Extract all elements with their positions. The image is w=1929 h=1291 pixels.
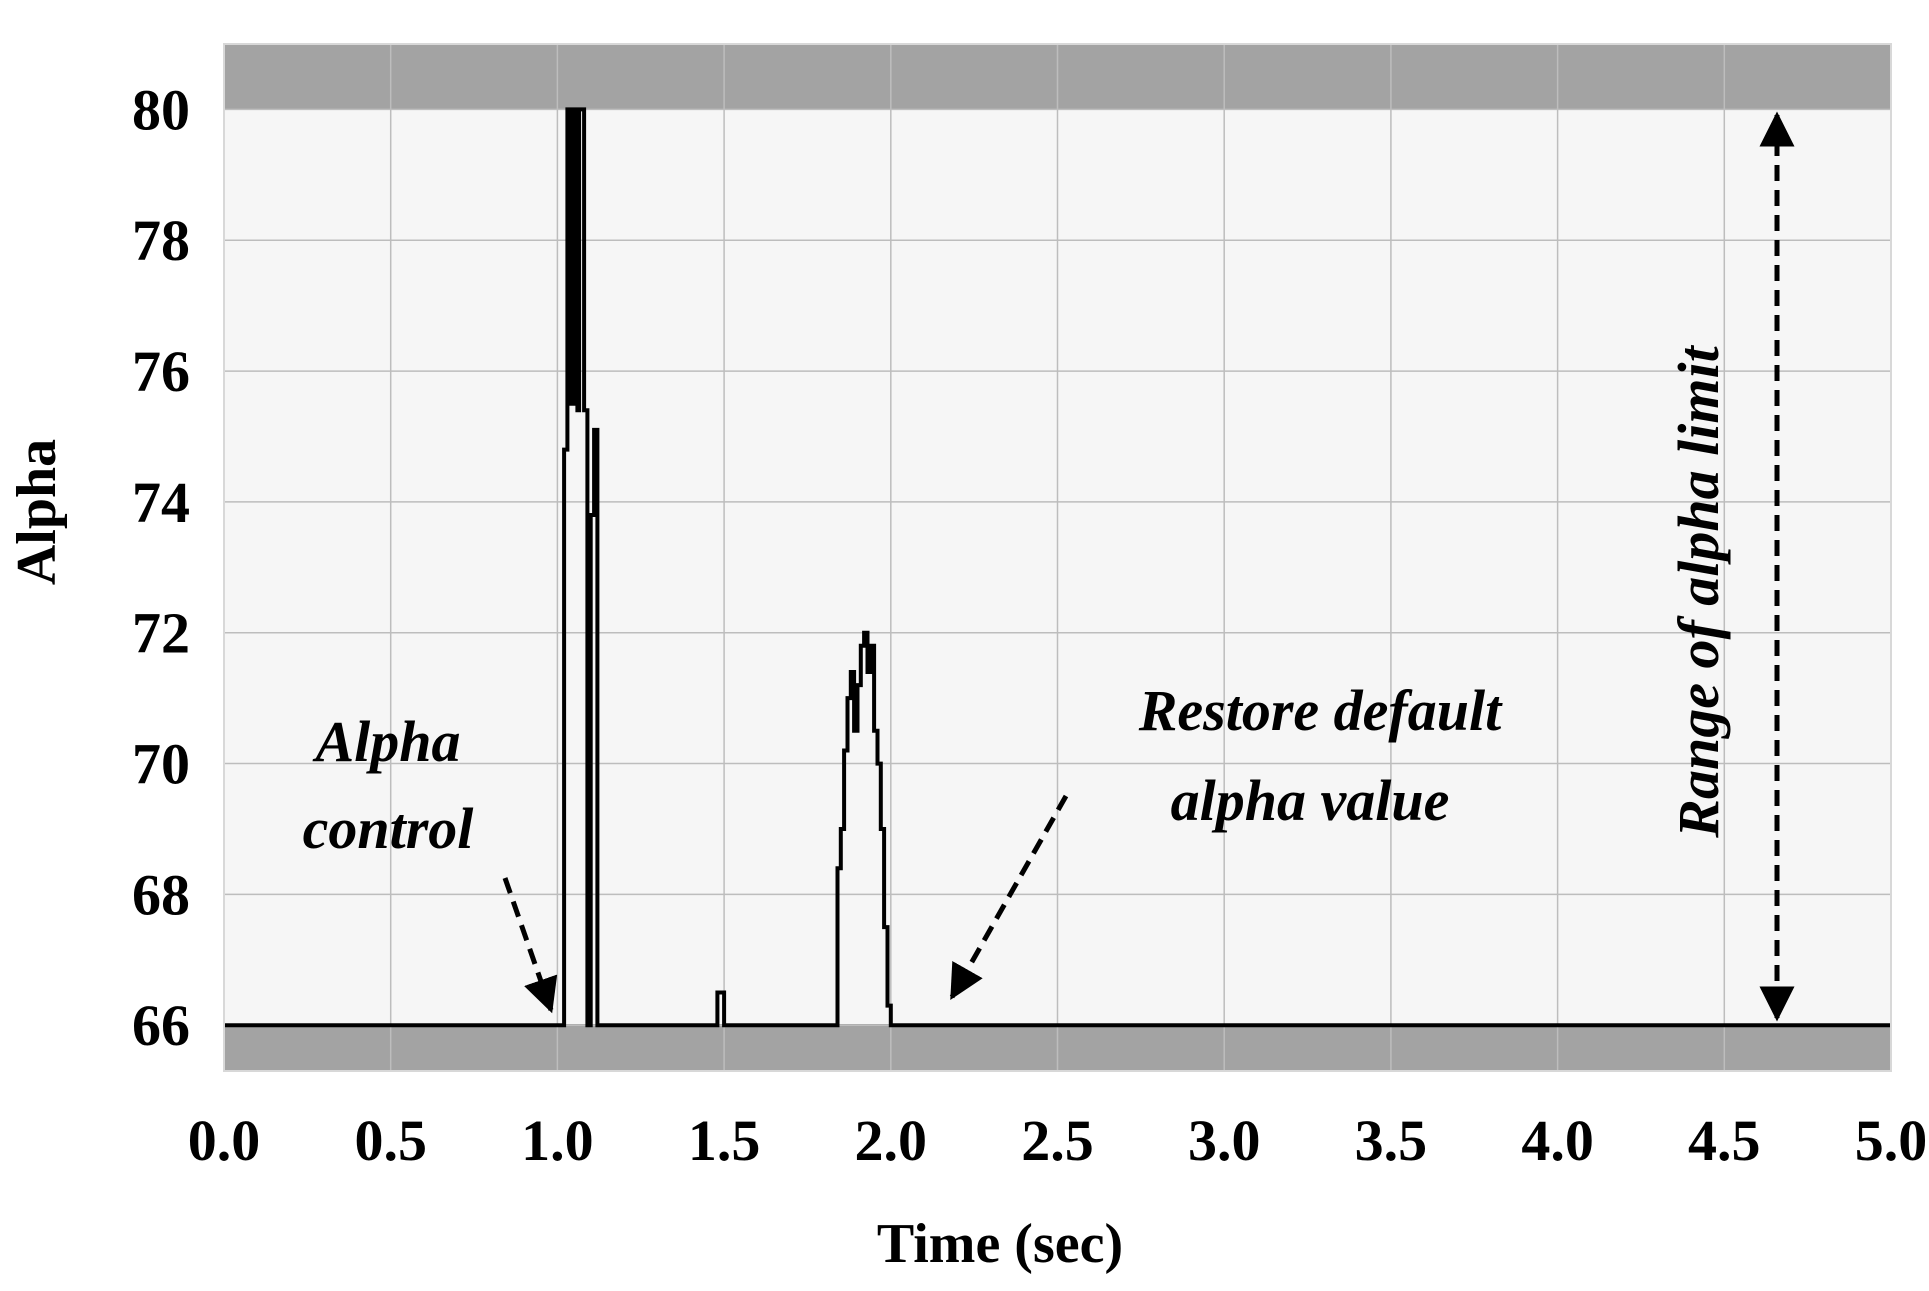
y-tick-label: 68	[132, 862, 190, 927]
tick-labels: 0.0 0.5 1.0 1.5 2.0 2.5 3.0 3.5 4.0 4.5 5.0 66 68 70 7…	[132, 77, 1927, 1173]
x-tick-label: 0.5	[354, 1108, 427, 1173]
annotation-restore-line1: Restore default	[1138, 678, 1503, 743]
x-tick-label: 0.0	[188, 1108, 261, 1173]
x-tick-label: 1.0	[521, 1108, 594, 1173]
grid	[223, 44, 1892, 1071]
annotation-alpha-control-line1: Alpha	[312, 709, 460, 774]
y-tick-label: 72	[132, 601, 190, 666]
x-tick-label: 2.0	[855, 1108, 928, 1173]
annotation-restore-line2: alpha value	[1171, 768, 1450, 833]
plot-frame	[223, 43, 1892, 1072]
x-tick-label: 3.0	[1188, 1108, 1261, 1173]
annotation-range-text: Range of alpha limit	[1666, 344, 1731, 838]
annotation-alpha-control-line2: control	[303, 796, 475, 861]
annotation-alpha-control: Alpha control	[303, 709, 558, 1014]
y-tick-label: 66	[132, 993, 190, 1058]
y-axis-label: Alpha	[6, 439, 68, 585]
x-axis-label: Time (sec)	[877, 1213, 1123, 1275]
annotation-restore-default: Restore default alpha value	[949, 678, 1503, 1001]
x-tick-label: 5.0	[1855, 1108, 1928, 1173]
series-layer	[224, 107, 1891, 1028]
y-tick-label: 78	[132, 208, 190, 273]
x-tick-label: 1.5	[688, 1108, 761, 1173]
x-tick-label: 3.5	[1355, 1108, 1428, 1173]
annotation-restore-arrow	[949, 794, 1069, 1001]
x-tick-label: 4.0	[1521, 1108, 1594, 1173]
annotation-range: Range of alpha limit	[1666, 111, 1795, 1022]
x-tick-label: 2.5	[1021, 1108, 1094, 1173]
y-tick-label: 74	[132, 470, 190, 535]
y-tick-label: 76	[132, 339, 190, 404]
y-tick-label: 70	[132, 732, 190, 797]
series-line-0	[224, 107, 1891, 1028]
x-tick-label: 4.5	[1688, 1108, 1761, 1173]
y-tick-label: 80	[132, 77, 190, 142]
